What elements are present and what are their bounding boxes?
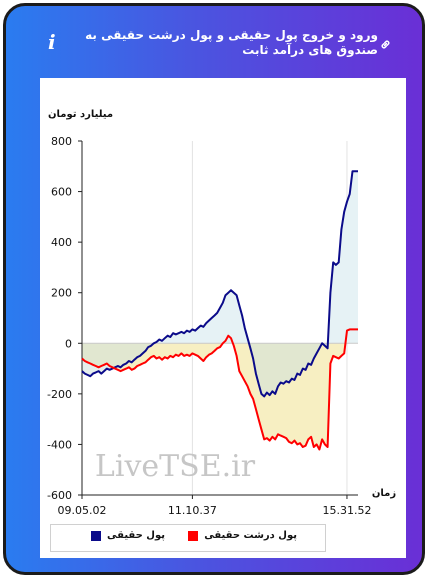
y-tick-label: -400 <box>47 438 72 451</box>
legend-swatch-big-real-money <box>188 530 199 541</box>
legend-item-big-real-money[interactable]: پول درشت حقیقی <box>188 530 297 541</box>
y-tick-label: 0 <box>65 337 72 350</box>
legend-label-real-money: پول حقیقی <box>107 530 165 541</box>
chart-card: ورود و خروج پول حقیقی و پول درشت حقیقی ب… <box>3 3 425 575</box>
watermark: LiveTSE.ir <box>95 449 256 484</box>
legend-swatch-real-money <box>91 530 102 541</box>
legend-item-real-money[interactable]: پول حقیقی <box>91 530 165 541</box>
legend: پول حقیقی پول درشت حقیقی <box>50 524 326 552</box>
series-line-real-money <box>81 170 358 398</box>
y-tick-label: 800 <box>51 135 72 148</box>
x-tick-label: 11.10.37 <box>168 504 217 517</box>
legend-label-big-real-money: پول درشت حقیقی <box>204 530 297 541</box>
link-icon[interactable] <box>379 38 392 51</box>
y-tick-label: 200 <box>51 287 72 300</box>
series-line-big-real-money <box>81 328 358 451</box>
chart-plot: -600 -400 -200 0 200 400 600 800 09.05.02 11.10.3… <box>47 109 396 517</box>
card-header: ورود و خروج پول حقیقی و پول درشت حقیقی ب… <box>6 6 422 76</box>
area-real-money-positive <box>153 171 358 344</box>
y-tick-label: -200 <box>47 388 72 401</box>
x-axis-label: زمان <box>372 488 396 499</box>
x-tick-label: 15.31.52 <box>322 504 371 517</box>
y-axis-label: میلیارد تومان <box>48 109 113 120</box>
area-real-money-negative <box>82 343 358 397</box>
x-tick-label: 09.05.02 <box>58 504 107 517</box>
chart-title: ورود و خروج پول حقیقی و پول درشت حقیقی ب… <box>85 28 378 57</box>
y-tick-label: 600 <box>51 186 72 199</box>
chart-panel: -600 -400 -200 0 200 400 600 800 09.05.02 11.10.3… <box>40 78 406 558</box>
info-icon[interactable]: i <box>48 30 56 54</box>
y-tick-label: 400 <box>51 236 72 249</box>
y-tick-label: -600 <box>47 489 72 502</box>
